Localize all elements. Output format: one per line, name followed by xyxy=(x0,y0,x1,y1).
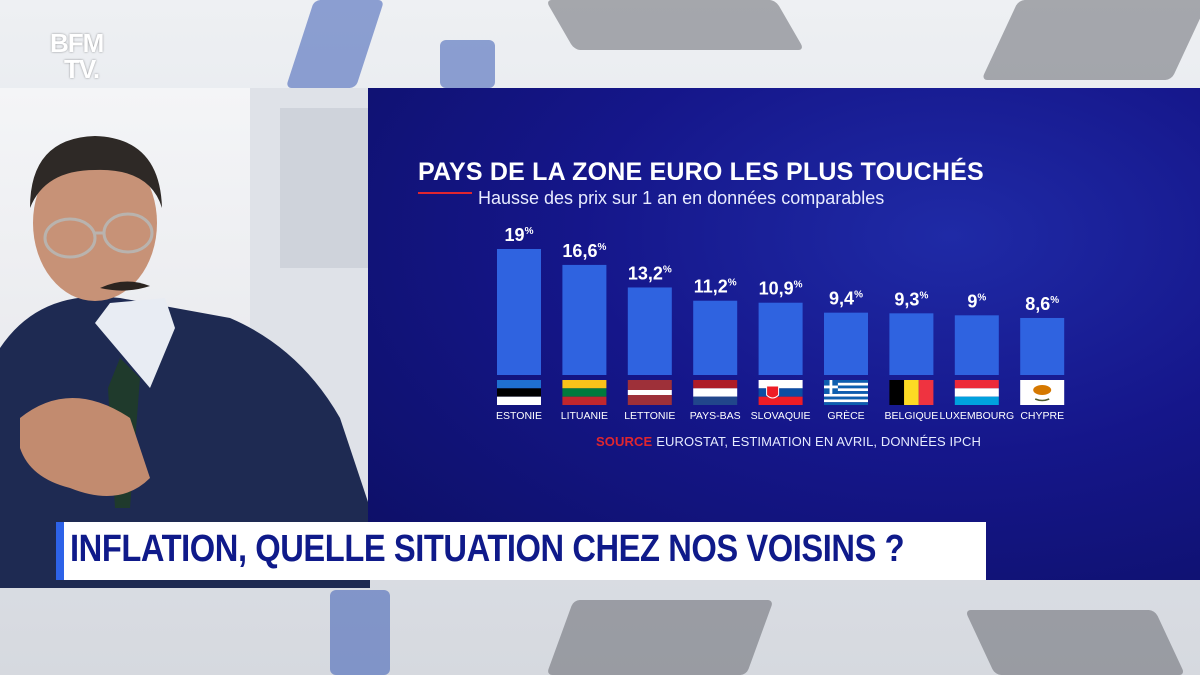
bar-estonie xyxy=(497,249,541,375)
value-label: 19% xyxy=(505,225,534,245)
slovakia-flag xyxy=(758,380,803,405)
bar-grèce xyxy=(824,312,868,375)
headline-text: INFLATION, QUELLE SITUATION CHEZ NOS VOI… xyxy=(70,528,905,570)
netherlands-flag xyxy=(693,380,738,405)
presenter-figure xyxy=(0,88,370,588)
luxembourg-flag xyxy=(954,380,999,405)
cyprus-flag xyxy=(1020,380,1065,405)
value-unit: % xyxy=(794,280,803,291)
background-graphic xyxy=(981,0,1200,80)
value-unit: % xyxy=(597,242,606,253)
value-label: 8,6% xyxy=(1025,294,1059,314)
banner-accent xyxy=(56,522,64,580)
value-unit: % xyxy=(977,292,986,303)
value-label: 9,4% xyxy=(829,289,863,309)
background-graphic xyxy=(545,0,805,50)
category-label: PAYS-BAS xyxy=(690,410,741,422)
logo-line-1: BFM xyxy=(50,28,104,58)
presenter-video xyxy=(0,88,370,588)
value-label: 10,9% xyxy=(759,279,803,299)
value-unit: % xyxy=(854,290,863,301)
chart-subtitle: Hausse des prix sur 1 an en données comp… xyxy=(478,188,885,208)
category-label: GRÈCE xyxy=(827,409,864,422)
chart-panel: PAYS DE LA ZONE EURO LES PLUS TOUCHÉS Ha… xyxy=(368,88,1200,580)
bar-chypre xyxy=(1020,317,1065,375)
value-unit: % xyxy=(525,226,534,237)
background-graphic xyxy=(440,40,495,88)
category-label: LITUANIE xyxy=(561,410,608,422)
title-accent-rule xyxy=(418,192,472,194)
background-graphic xyxy=(964,610,1186,675)
bar-luxembourg xyxy=(954,315,999,375)
category-label: LUXEMBOURG xyxy=(939,410,1014,422)
source-text: EUROSTAT, ESTIMATION EN AVRIL, DONNÉES I… xyxy=(656,434,981,449)
background-graphic xyxy=(546,600,774,675)
bar-slovaquie xyxy=(758,302,803,375)
category-label: ESTONIE xyxy=(496,410,542,422)
bar-lettonie xyxy=(627,287,672,375)
value-label: 11,2% xyxy=(694,277,737,297)
category-label: SLOVAQUIE xyxy=(751,410,811,422)
bar-belgique xyxy=(889,313,934,375)
value-unit: % xyxy=(1050,295,1059,306)
bar-lituanie xyxy=(562,264,607,375)
value-unit: % xyxy=(919,290,928,301)
source-note: SOURCE EUROSTAT, ESTIMATION EN AVRIL, DON… xyxy=(596,434,981,449)
value-label: 9% xyxy=(967,291,986,311)
lithuania-flag xyxy=(562,380,607,405)
logo-line-2: TV. xyxy=(64,54,100,84)
belgium-flag xyxy=(889,380,934,405)
value-unit: % xyxy=(728,278,737,289)
category-label: LETTONIE xyxy=(624,410,675,422)
channel-logo: BFM TV. xyxy=(50,30,122,86)
value-label: 16,6% xyxy=(562,241,606,261)
background-graphic xyxy=(330,590,390,675)
estonia-flag xyxy=(497,380,541,405)
greece-flag xyxy=(824,380,868,405)
latvia-flag xyxy=(627,380,672,405)
bar-chart: 19% ESTONIE 16,6% LITUANIE 13,2% LETTONIE 11,2… xyxy=(496,225,1065,422)
value-label: 13,2% xyxy=(628,263,672,283)
category-label: CHYPRE xyxy=(1020,410,1064,422)
value-unit: % xyxy=(663,264,672,275)
source-label: SOURCE xyxy=(596,434,653,449)
bar-pays-bas xyxy=(693,300,738,375)
chart-title: PAYS DE LA ZONE EURO LES PLUS TOUCHÉS xyxy=(418,158,984,186)
headline-banner xyxy=(56,522,986,580)
category-label: BELGIQUE xyxy=(885,410,939,422)
value-label: 9,3% xyxy=(894,289,928,309)
